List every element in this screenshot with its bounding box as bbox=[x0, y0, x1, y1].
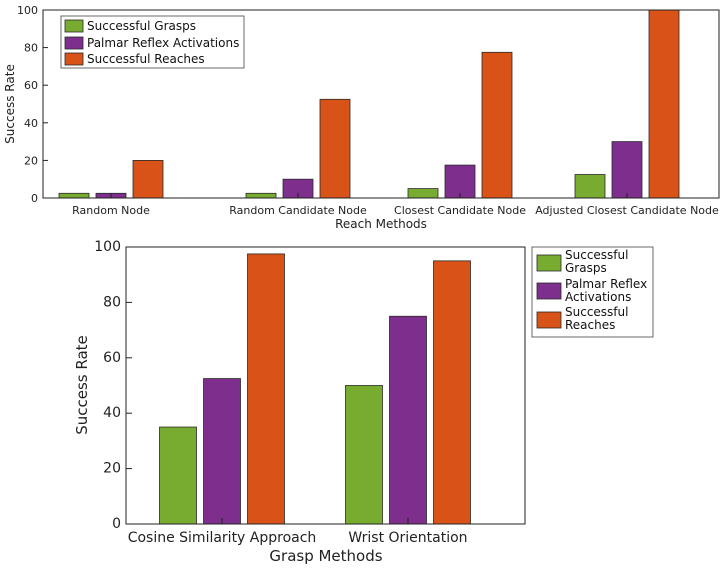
top-bar-grasps bbox=[574, 174, 606, 199]
bottom-axes-box bbox=[125, 246, 526, 525]
top-x-tick-label: Random Node bbox=[72, 204, 150, 217]
bottom-bar-grasps bbox=[159, 426, 197, 525]
bottom-legend-swatch-grasps bbox=[536, 254, 562, 272]
bottom-bar-grasps bbox=[345, 385, 383, 525]
top-bar-group bbox=[58, 9, 680, 199]
top-y-tick-label: 100 bbox=[17, 4, 38, 17]
top-legend-swatch-reaches bbox=[64, 52, 84, 66]
bottom-y-axis-title: Success Rate bbox=[73, 335, 91, 435]
bottom-y-tick-label: 40 bbox=[103, 405, 121, 421]
top-bar-reaches bbox=[132, 159, 164, 199]
bottom-legend-label-grasps-line1: Successful bbox=[565, 248, 628, 262]
top-x-tick-label: Random Candidate Node bbox=[229, 204, 367, 217]
top-chart: 0 20 40 60 80 100 Random Node Random Candidate… bbox=[3, 4, 720, 231]
bottom-bar-reaches bbox=[247, 253, 285, 525]
top-legend-swatch-grasps bbox=[64, 19, 84, 33]
bottom-y-tick-label: 0 bbox=[112, 516, 121, 532]
bottom-bar-group bbox=[159, 253, 471, 525]
top-bar-reaches bbox=[481, 51, 513, 199]
top-legend-label-reaches: Successful Reaches bbox=[87, 52, 205, 66]
top-y-tick-label: 0 bbox=[31, 192, 38, 205]
top-y-tick-label: 60 bbox=[24, 79, 38, 92]
top-y-ticks: 0 20 40 60 80 100 bbox=[17, 4, 48, 205]
bottom-legend-label-reaches-line2: Reaches bbox=[565, 318, 615, 332]
top-bar-reaches bbox=[319, 98, 351, 199]
bottom-x-tick-label: Cosine Similarity Approach bbox=[128, 530, 317, 546]
top-legend-label-palmar: Palmar Reflex Activations bbox=[87, 36, 239, 50]
top-axes-box bbox=[42, 9, 720, 199]
top-y-tick-label: 80 bbox=[24, 42, 38, 55]
bottom-chart: 0 20 40 60 80 100 Cosine Similarity Approach W… bbox=[73, 239, 654, 565]
top-bar-palmar bbox=[444, 164, 476, 199]
top-legend: Successful Grasps Palmar Reflex Activati… bbox=[60, 15, 245, 69]
top-bar-reaches bbox=[648, 9, 680, 199]
bottom-y-tick-label: 80 bbox=[103, 294, 121, 310]
bottom-y-ticks: 0 20 40 60 80 100 bbox=[94, 239, 132, 532]
bottom-legend-label-palmar-line2: Activations bbox=[565, 290, 631, 304]
top-x-tick-label: Adjusted Closest Candidate Node bbox=[535, 204, 719, 217]
bottom-y-tick-label: 60 bbox=[103, 350, 121, 366]
bottom-legend-label-palmar-line1: Palmar Reflex bbox=[565, 277, 647, 291]
top-bar-grasps bbox=[58, 192, 90, 199]
bottom-x-axis-title: Grasp Methods bbox=[269, 547, 382, 565]
bottom-y-tick-label: 100 bbox=[94, 239, 121, 255]
bottom-x-ticks: Cosine Similarity Approach Wrist Orientat… bbox=[128, 518, 468, 546]
top-legend-label-grasps: Successful Grasps bbox=[87, 19, 196, 33]
top-legend-swatch-palmar bbox=[64, 36, 84, 50]
bottom-legend-swatch-palmar bbox=[536, 282, 562, 300]
top-y-axis-title: Success Rate bbox=[3, 64, 17, 144]
bottom-x-tick-label: Wrist Orientation bbox=[348, 530, 467, 546]
top-legend-box bbox=[60, 15, 245, 69]
top-bar-grasps bbox=[245, 192, 277, 199]
top-y-tick-label: 40 bbox=[24, 117, 38, 130]
top-x-ticks: Random Node Random Candidate Node Closest … bbox=[72, 193, 719, 217]
top-y-tick-label: 20 bbox=[24, 154, 38, 167]
top-x-axis-title: Reach Methods bbox=[335, 217, 427, 231]
top-bar-grasps bbox=[407, 188, 439, 199]
bottom-bar-palmar bbox=[203, 378, 241, 525]
bottom-y-tick-label: 20 bbox=[103, 461, 121, 477]
bottom-bar-reaches bbox=[433, 260, 471, 525]
bottom-legend: Successful Grasps Palmar Reflex Activati… bbox=[531, 246, 654, 338]
bottom-legend-swatch-reaches bbox=[536, 311, 562, 329]
bottom-bar-palmar bbox=[389, 315, 427, 525]
bottom-legend-label-grasps-line2: Grasps bbox=[565, 261, 607, 275]
top-x-tick-label: Closest Candidate Node bbox=[394, 204, 526, 217]
bottom-legend-label-reaches-line1: Successful bbox=[565, 305, 628, 319]
top-bar-palmar bbox=[611, 141, 643, 199]
